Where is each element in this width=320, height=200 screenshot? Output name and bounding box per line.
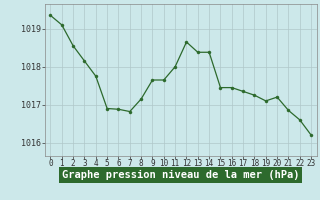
X-axis label: Graphe pression niveau de la mer (hPa): Graphe pression niveau de la mer (hPa) [62, 170, 300, 180]
